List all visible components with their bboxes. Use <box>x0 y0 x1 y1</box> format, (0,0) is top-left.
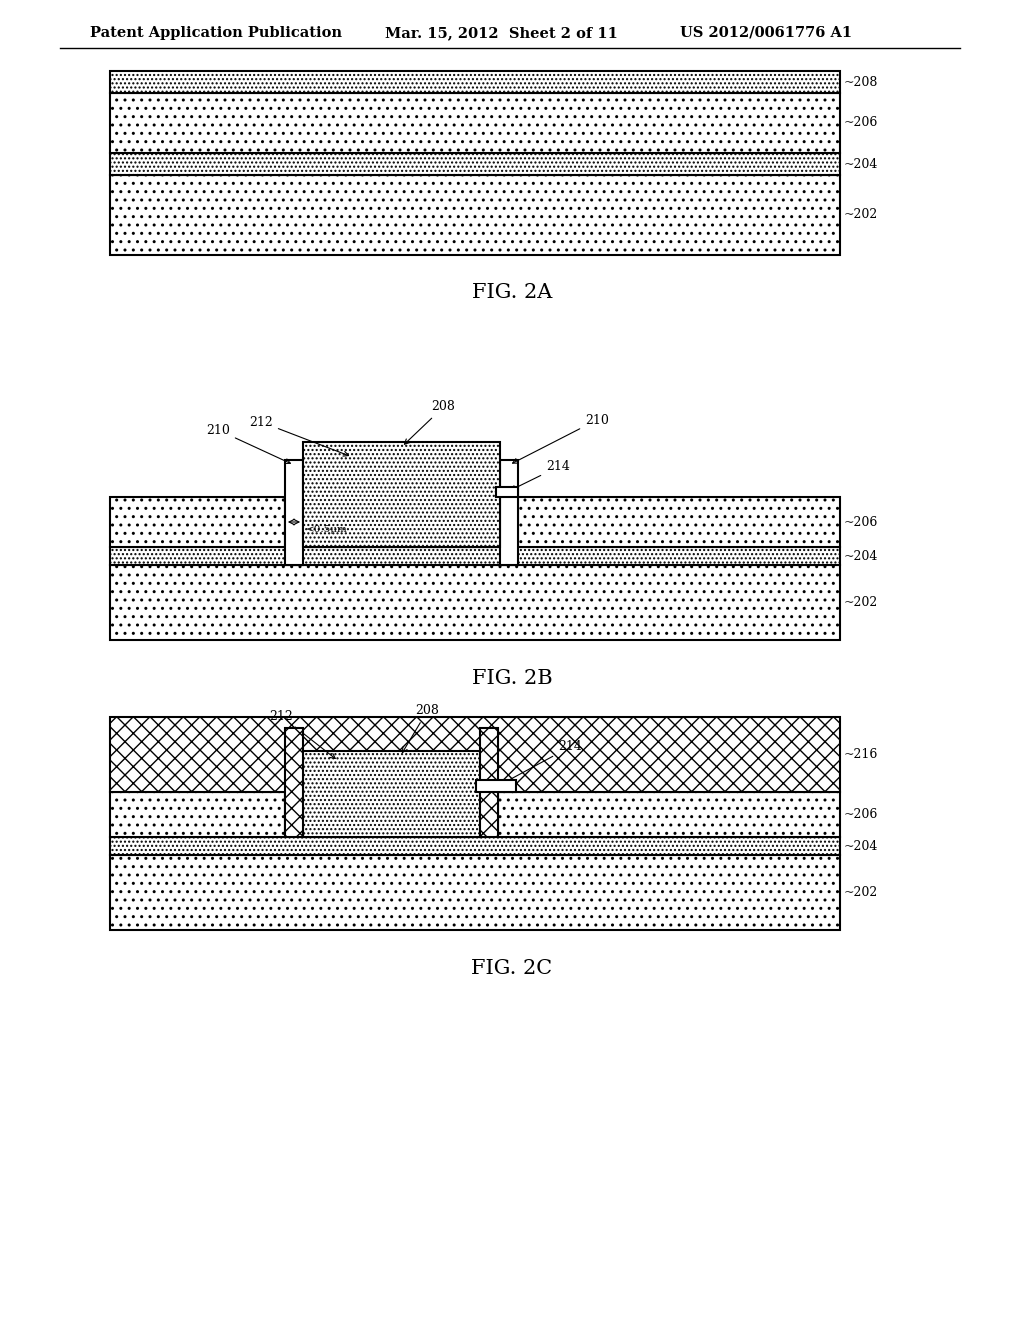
Bar <box>110 176 840 255</box>
Bar <box>110 546 840 565</box>
Text: US 2012/0061776 A1: US 2012/0061776 A1 <box>680 26 852 40</box>
Bar <box>480 729 498 837</box>
Text: Patent Application Publication: Patent Application Publication <box>90 26 342 40</box>
Bar <box>110 837 840 855</box>
Text: ~204: ~204 <box>844 840 879 853</box>
Text: 208: 208 <box>402 705 439 752</box>
Text: 212: 212 <box>269 710 335 759</box>
Text: ~202: ~202 <box>844 886 879 899</box>
Bar <box>110 92 840 153</box>
Bar <box>110 792 285 837</box>
Text: ~206: ~206 <box>844 808 879 821</box>
Bar <box>518 498 840 546</box>
Text: 210: 210 <box>513 413 609 463</box>
Bar <box>303 751 480 837</box>
Bar <box>110 71 840 92</box>
Bar <box>285 459 303 565</box>
Text: FIG. 2C: FIG. 2C <box>471 958 553 978</box>
Bar <box>498 792 840 837</box>
Text: 208: 208 <box>404 400 456 445</box>
Text: ~216: ~216 <box>844 748 879 762</box>
Text: 212: 212 <box>249 416 348 457</box>
Text: ~208: ~208 <box>844 75 879 88</box>
Text: ~202: ~202 <box>844 597 879 609</box>
Bar <box>476 780 516 792</box>
Bar <box>110 153 840 176</box>
Text: ~204: ~204 <box>844 549 879 562</box>
Text: 214: 214 <box>511 461 570 490</box>
Text: 210: 210 <box>206 424 291 463</box>
Bar <box>110 855 840 931</box>
Bar <box>303 498 500 546</box>
Text: Mar. 15, 2012  Sheet 2 of 11: Mar. 15, 2012 Sheet 2 of 11 <box>385 26 617 40</box>
Bar <box>500 459 518 565</box>
Bar <box>110 498 285 546</box>
Text: ~206: ~206 <box>844 516 879 528</box>
Bar <box>110 717 840 792</box>
Text: <0.5μm: <0.5μm <box>306 525 348 535</box>
Text: 214: 214 <box>502 741 582 784</box>
Bar <box>303 442 500 546</box>
Text: ~204: ~204 <box>844 157 879 170</box>
Text: ~206: ~206 <box>844 116 879 129</box>
Bar <box>110 565 840 640</box>
Bar <box>303 792 480 837</box>
Text: FIG. 2A: FIG. 2A <box>472 284 552 302</box>
Text: ~202: ~202 <box>844 209 879 222</box>
Bar <box>496 487 518 498</box>
Text: FIG. 2B: FIG. 2B <box>472 668 552 688</box>
Bar <box>285 729 303 837</box>
